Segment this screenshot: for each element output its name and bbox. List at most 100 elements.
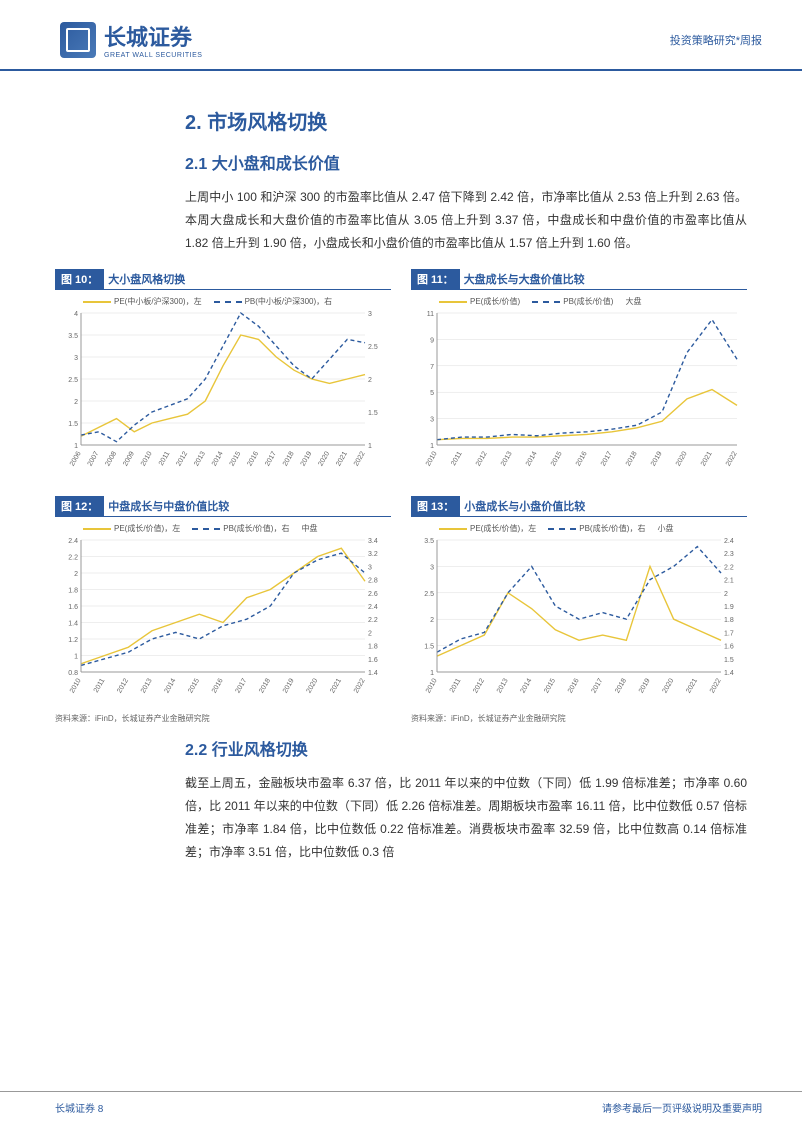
chart-13-box: 图 13： bbox=[411, 496, 460, 516]
svg-text:2.5: 2.5 bbox=[368, 344, 378, 351]
chart-13-source: 资料来源：iFinD，长城证券产业金融研究院 bbox=[411, 713, 747, 724]
svg-text:1.9: 1.9 bbox=[724, 604, 734, 611]
chart-11-cell: 图 11： 大盘成长与大盘价值比较 PE(成长/价值) PB(成长/价值) 大盘… bbox=[411, 269, 747, 484]
svg-text:2020: 2020 bbox=[675, 451, 689, 468]
svg-text:2017: 2017 bbox=[235, 678, 249, 695]
svg-text:1: 1 bbox=[368, 443, 372, 450]
svg-text:2015: 2015 bbox=[543, 678, 557, 695]
chart-11-box: 图 11： bbox=[411, 269, 460, 289]
svg-text:3: 3 bbox=[74, 355, 78, 362]
svg-text:2012: 2012 bbox=[475, 451, 489, 468]
svg-text:3: 3 bbox=[430, 417, 434, 424]
svg-text:2021: 2021 bbox=[700, 451, 714, 468]
svg-text:5: 5 bbox=[430, 391, 434, 398]
svg-text:0.8: 0.8 bbox=[68, 670, 78, 677]
chart-11-leg-0: PE(成长/价值) bbox=[470, 296, 520, 307]
svg-text:2012: 2012 bbox=[116, 678, 130, 695]
svg-text:2.5: 2.5 bbox=[68, 377, 78, 384]
charts-grid: 图 10： 大小盘风格切换 PE(中小板/沪深300)，左 PB(中小板/沪深3… bbox=[55, 269, 747, 724]
svg-text:2010: 2010 bbox=[69, 678, 83, 695]
svg-text:2021: 2021 bbox=[335, 451, 349, 468]
svg-text:2: 2 bbox=[368, 377, 372, 384]
logo-cn: 长城证券 bbox=[104, 20, 202, 52]
svg-text:7: 7 bbox=[430, 364, 434, 371]
chart-12-leg-1: PB(成长/价值)，右 bbox=[223, 523, 289, 534]
page-header: 长城证券 GREAT WALL SECURITIES 投资策略研究*周报 bbox=[0, 0, 802, 71]
chart-12-leg-0: PE(成长/价值)，左 bbox=[114, 523, 180, 534]
svg-text:2012: 2012 bbox=[175, 451, 189, 468]
svg-text:3.5: 3.5 bbox=[424, 538, 434, 545]
section-2-1-title: 大小盘和成长价值 bbox=[212, 156, 340, 173]
svg-text:2011: 2011 bbox=[449, 678, 463, 695]
svg-text:1.6: 1.6 bbox=[68, 604, 78, 611]
svg-text:2.5: 2.5 bbox=[424, 591, 434, 598]
svg-text:2020: 2020 bbox=[662, 678, 676, 695]
svg-text:2016: 2016 bbox=[211, 678, 225, 695]
svg-text:2.8: 2.8 bbox=[368, 578, 378, 585]
svg-text:1.8: 1.8 bbox=[68, 588, 78, 595]
chart-12-cell: 图 12： 中盘成长与中盘价值比较 PE(成长/价值)，左 PB(成长/价值)，… bbox=[55, 496, 391, 724]
chart-10-leg-0: PE(中小板/沪深300)，左 bbox=[114, 296, 202, 307]
chart-12-source: 资料来源：iFinD，长城证券产业金融研究院 bbox=[55, 713, 391, 724]
svg-text:2014: 2014 bbox=[164, 678, 178, 695]
page-content: 2. 市场风格切换 2.1 大小盘和成长价值 上周中小 100 和沪深 300 … bbox=[0, 71, 802, 864]
svg-text:1.8: 1.8 bbox=[724, 618, 734, 625]
svg-text:2.6: 2.6 bbox=[368, 591, 378, 598]
chart-11-leg-2: 大盘 bbox=[625, 296, 641, 307]
svg-text:2007: 2007 bbox=[87, 451, 101, 468]
svg-text:3.4: 3.4 bbox=[368, 538, 378, 545]
svg-text:2016: 2016 bbox=[575, 451, 589, 468]
chart-10-legend: PE(中小板/沪深300)，左 PB(中小板/沪深300)，右 bbox=[55, 294, 391, 309]
svg-text:2014: 2014 bbox=[525, 451, 539, 468]
svg-text:1.5: 1.5 bbox=[368, 410, 378, 417]
header-category: 投资策略研究*周报 bbox=[670, 32, 762, 48]
svg-text:2.2: 2.2 bbox=[368, 618, 378, 625]
chart-12-title: 中盘成长与中盘价值比较 bbox=[104, 496, 229, 516]
chart-10-plot: 11.522.533.5411.522.53200620072008200920… bbox=[55, 309, 391, 479]
svg-text:2013: 2013 bbox=[140, 678, 154, 695]
svg-text:2: 2 bbox=[74, 399, 78, 406]
svg-text:2016: 2016 bbox=[246, 451, 260, 468]
svg-text:2015: 2015 bbox=[550, 451, 564, 468]
svg-text:2015: 2015 bbox=[229, 451, 243, 468]
svg-text:2013: 2013 bbox=[193, 451, 207, 468]
svg-text:2017: 2017 bbox=[264, 451, 278, 468]
svg-text:2010: 2010 bbox=[425, 451, 439, 468]
svg-text:2020: 2020 bbox=[317, 451, 331, 468]
chart-13-plot: 11.522.533.51.41.51.61.71.81.922.12.22.3… bbox=[411, 536, 747, 706]
svg-text:2022: 2022 bbox=[353, 678, 367, 695]
svg-text:2017: 2017 bbox=[591, 678, 605, 695]
svg-text:2.3: 2.3 bbox=[724, 552, 734, 559]
greatwall-logo-icon bbox=[60, 22, 96, 58]
svg-text:2: 2 bbox=[368, 631, 372, 638]
section-2-1-heading: 2.1 大小盘和成长价值 bbox=[185, 150, 747, 174]
svg-text:1.4: 1.4 bbox=[68, 621, 78, 628]
svg-text:9: 9 bbox=[430, 338, 434, 345]
svg-text:2020: 2020 bbox=[306, 678, 320, 695]
svg-text:1: 1 bbox=[74, 654, 78, 661]
svg-text:2021: 2021 bbox=[685, 678, 699, 695]
chart-12-plot: 0.811.21.41.61.822.22.41.41.61.822.22.42… bbox=[55, 536, 391, 706]
svg-text:1.5: 1.5 bbox=[424, 644, 434, 651]
logo-en: GREAT WALL SECURITIES bbox=[104, 52, 202, 59]
chart-10-leg-1: PB(中小板/沪深300)，右 bbox=[245, 296, 333, 307]
svg-text:2008: 2008 bbox=[104, 451, 118, 468]
svg-text:4: 4 bbox=[74, 311, 78, 318]
svg-text:3.5: 3.5 bbox=[68, 333, 78, 340]
svg-text:2011: 2011 bbox=[450, 451, 464, 468]
svg-text:2009: 2009 bbox=[122, 451, 136, 468]
chart-13-leg-2: 小盘 bbox=[657, 523, 673, 534]
para-2-1: 上周中小 100 和沪深 300 的市盈率比值从 2.47 倍下降到 2.42 … bbox=[185, 186, 747, 254]
svg-text:2.4: 2.4 bbox=[724, 538, 734, 545]
footer-left: 长城证券 8 bbox=[55, 1100, 103, 1115]
chart-12-legend: PE(成长/价值)，左 PB(成长/价值)，右 中盘 bbox=[55, 521, 391, 536]
svg-text:2.2: 2.2 bbox=[68, 555, 78, 562]
svg-text:1.2: 1.2 bbox=[68, 637, 78, 644]
chart-11-plot: 1357911201020112012201320142015201620172… bbox=[411, 309, 747, 479]
svg-text:1.4: 1.4 bbox=[368, 670, 378, 677]
logo-block: 长城证券 GREAT WALL SECURITIES bbox=[60, 20, 202, 59]
svg-text:2.2: 2.2 bbox=[724, 565, 734, 572]
svg-text:2014: 2014 bbox=[520, 678, 534, 695]
svg-text:2018: 2018 bbox=[625, 451, 639, 468]
chart-13-title: 小盘成长与小盘价值比较 bbox=[460, 496, 585, 516]
